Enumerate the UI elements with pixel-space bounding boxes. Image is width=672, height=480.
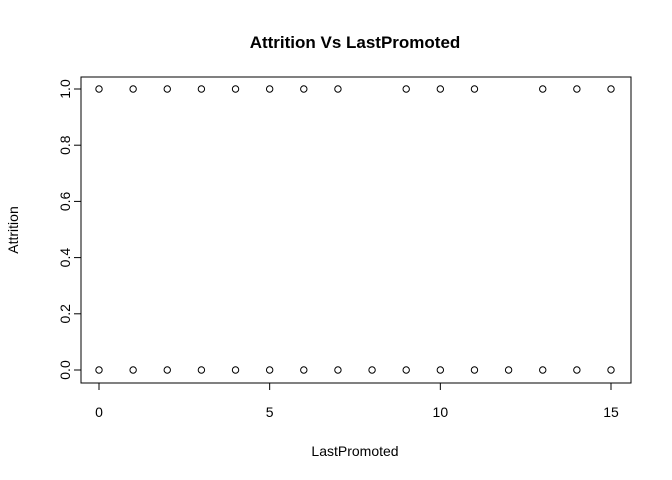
y-tick-label: 0.0 xyxy=(57,360,73,380)
data-point xyxy=(539,366,547,374)
data-point xyxy=(231,366,240,374)
data-point xyxy=(402,366,410,374)
chart-title: Attrition Vs LastPromoted xyxy=(250,33,461,52)
data-point xyxy=(334,85,342,93)
data-point xyxy=(129,366,137,374)
data-point xyxy=(197,85,206,93)
x-axis: 0 5 10 15 xyxy=(95,382,619,420)
data-point xyxy=(300,366,308,374)
data-point xyxy=(470,366,479,374)
data-point xyxy=(95,85,103,93)
data-point xyxy=(163,85,171,93)
plot-area-frame xyxy=(80,76,632,384)
data-point xyxy=(197,366,206,374)
data-point xyxy=(402,85,410,93)
data-point xyxy=(573,85,581,93)
data-point xyxy=(470,85,479,93)
y-tick-label: 0.4 xyxy=(57,248,73,268)
y-tick-label: 1.0 xyxy=(57,79,73,99)
data-point xyxy=(95,366,103,374)
y-tick-label: 0.8 xyxy=(57,135,73,155)
y-axis: 0.0 0.2 0.4 0.6 0.8 1.0 xyxy=(57,79,82,380)
data-point xyxy=(265,366,274,374)
x-tick-label: 5 xyxy=(266,404,274,420)
data-point xyxy=(231,85,240,93)
x-tick-label: 10 xyxy=(433,404,449,420)
x-axis-label: LastPromoted xyxy=(311,443,398,459)
data-point xyxy=(436,85,445,93)
y-tick-label: 0.2 xyxy=(57,304,73,324)
x-tick-label: 0 xyxy=(95,404,103,420)
x-tick-label: 15 xyxy=(603,404,619,420)
data-point xyxy=(607,366,615,374)
data-point xyxy=(573,366,581,374)
data-point xyxy=(436,366,445,374)
y-tick-label: 0.6 xyxy=(57,191,73,211)
data-point xyxy=(607,85,615,93)
data-points xyxy=(95,85,615,374)
data-point xyxy=(334,366,342,374)
data-point xyxy=(163,366,171,374)
data-point xyxy=(300,85,308,93)
y-axis-label: Attrition xyxy=(5,206,21,253)
data-point xyxy=(504,366,513,374)
data-point xyxy=(368,366,376,374)
data-point xyxy=(265,85,274,93)
data-point xyxy=(539,85,547,93)
data-point xyxy=(129,85,137,93)
